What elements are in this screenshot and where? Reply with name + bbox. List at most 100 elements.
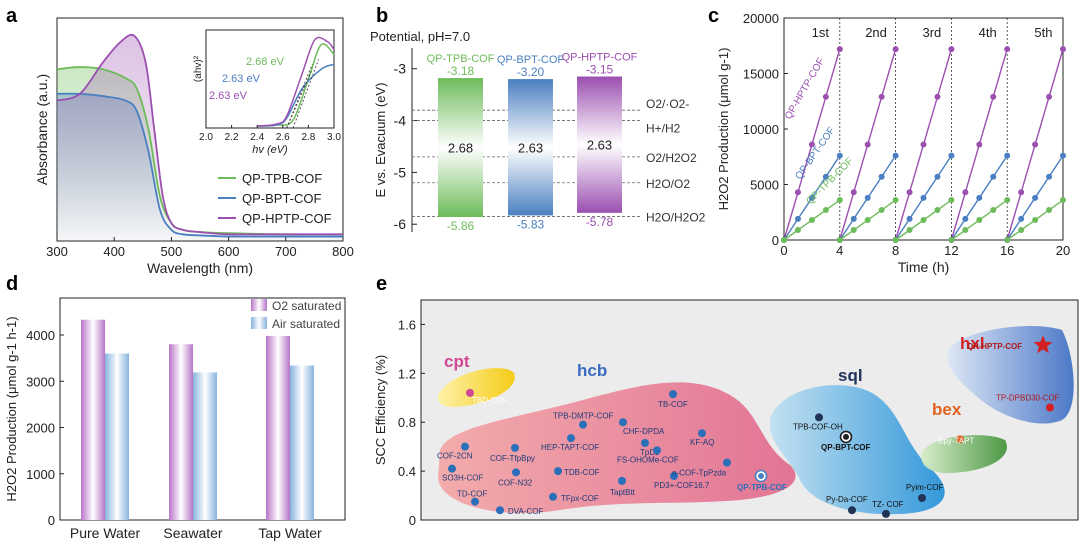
cycle-label: 3rd <box>922 25 941 40</box>
band-bar-QP-HPTP-COF <box>577 76 622 213</box>
reference-level-label: H+/H2 <box>646 122 681 136</box>
band-gap-value: 2.63 <box>518 140 543 155</box>
tangent-line <box>286 64 313 129</box>
data-point-QP-BPT-COF <box>850 215 857 222</box>
point-label: TD-COF <box>457 490 487 499</box>
y-tick-label: 4000 <box>26 328 55 343</box>
data-point-QP-TPB-COF <box>948 197 955 204</box>
panel-d: d 0 1000 2000 3000 4000 H2O2 Production (μmol… <box>4 273 346 541</box>
x-category-label: Pure Water <box>70 525 141 541</box>
data-point-QP-HPTP-COF <box>1004 46 1011 53</box>
series-line-QP-HPTP-COF <box>56 33 344 236</box>
point-label: QP-TPB-COF <box>737 483 787 492</box>
data-point <box>956 435 964 444</box>
data-point <box>579 420 587 429</box>
point-label: TFpx-COF <box>561 494 599 503</box>
data-point <box>848 506 856 515</box>
x-tick-label: 4 <box>836 243 843 258</box>
x-tick-label: 700 <box>275 244 297 259</box>
point-label: TBD-COF <box>472 396 508 405</box>
data-point <box>653 446 661 455</box>
inset-x-tick-label: 2.8 <box>301 132 315 143</box>
legend-label: QP-HPTP-COF <box>242 211 332 226</box>
point-label: TB-COF <box>658 400 688 409</box>
y-axis-label: H2O2 Production (μmol g-1) <box>716 48 731 211</box>
band-bar-QP-BPT-COF <box>508 79 553 216</box>
x-axis-label: Wavelength (nm) <box>147 260 253 276</box>
data-point-QP-BPT-COF <box>892 152 899 159</box>
data-point-QP-BPT-COF <box>794 215 801 222</box>
bar-o2 <box>81 319 105 520</box>
point-label: TZ- COF <box>872 500 904 509</box>
x-tick-label: 0 <box>780 243 787 258</box>
reference-level-label: H2O/H2O2 <box>646 210 706 224</box>
point-label: HEP-TAPT-COF <box>541 443 599 452</box>
cycle-label: 5th <box>1034 25 1052 40</box>
y-axis-label: Absorbance (a.u.) <box>34 74 50 185</box>
data-point-QP-HPTP-COF <box>920 141 927 148</box>
point-label: Pyim-COF <box>906 483 943 492</box>
data-point-QP-TPB-COF <box>1046 207 1053 214</box>
inset-line-QP-HPTP-COF <box>257 36 335 127</box>
band-gap-value: 2.63 <box>587 138 612 153</box>
y-tick-label: 10000 <box>743 122 779 137</box>
y-tick-label: 1000 <box>26 467 55 482</box>
legend-swatch <box>251 299 267 311</box>
data-point <box>918 494 926 502</box>
band-name: QP-TPB-COF <box>427 53 495 65</box>
point-label: Py-Da-COF <box>826 495 868 504</box>
data-point-QP-TPB-COF <box>850 227 857 234</box>
data-point-QP-BPT-COF <box>962 215 969 222</box>
data-point <box>466 388 474 397</box>
data-point-QP-HPTP-COF <box>948 46 955 53</box>
data-point <box>1046 403 1054 412</box>
cb-value: -3.20 <box>517 65 545 79</box>
panel-label-c: c <box>708 5 719 27</box>
region-sql <box>769 385 945 515</box>
x-tick-label: 20 <box>1056 243 1070 258</box>
data-point-QP-TPB-COF <box>948 237 955 243</box>
bar-o2 <box>266 335 290 520</box>
panel-label-e: e <box>376 273 387 295</box>
data-point-QP-TPB-COF <box>794 227 801 234</box>
data-point-QP-HPTP-COF <box>864 141 871 148</box>
inset-line-QP-BPT-COF <box>257 63 335 127</box>
chart-title: Potential, pH=7.0 <box>370 29 470 44</box>
y-axis-label: E vs. Evacuum (eV) <box>373 83 388 198</box>
y-tick-label: 0 <box>772 233 779 248</box>
data-point <box>843 433 849 440</box>
reference-level-label: O2/H2O2 <box>646 151 697 165</box>
inset-y-label: (ahv)² <box>193 55 204 82</box>
data-point <box>549 492 557 501</box>
tangent-line <box>292 59 320 129</box>
cb-value: -3.15 <box>586 63 614 77</box>
y-tick-label: 0.8 <box>398 415 416 430</box>
data-point-QP-TPB-COF <box>836 237 843 243</box>
data-point-QP-HPTP-COF <box>1032 141 1039 148</box>
point-label: TP-DPBD30-COF <box>996 394 1060 403</box>
data-point <box>567 434 575 443</box>
x-category-label: Tap Water <box>258 525 322 541</box>
data-point-QP-HPTP-COF <box>794 189 801 196</box>
x-tick-label: 8 <box>892 243 899 258</box>
region-hcb <box>438 382 796 514</box>
data-point-QP-BPT-COF <box>906 215 913 222</box>
group-label-sql: sql <box>838 366 863 385</box>
data-point <box>641 439 649 447</box>
point-label: KF-AQ <box>690 438 714 447</box>
data-point-QP-TPB-COF <box>892 197 899 204</box>
data-point-QP-TPB-COF <box>822 207 829 214</box>
data-point-QP-HPTP-COF <box>808 141 815 148</box>
data-point <box>496 506 504 515</box>
legend-label: Air saturated <box>272 317 340 331</box>
band-name: QP-BPT-COF <box>497 54 565 66</box>
data-point <box>448 464 456 473</box>
series-label: QP-HPTP-COF <box>783 56 827 121</box>
y-tick-label: 1.6 <box>398 317 416 332</box>
data-point-QP-BPT-COF <box>920 194 927 201</box>
data-point <box>512 468 520 477</box>
data-point-QP-BPT-COF <box>1060 152 1066 159</box>
group-label-hcb: hcb <box>577 361 607 380</box>
group-label-cpt: cpt <box>444 352 470 371</box>
data-point-QP-HPTP-COF <box>906 189 913 196</box>
